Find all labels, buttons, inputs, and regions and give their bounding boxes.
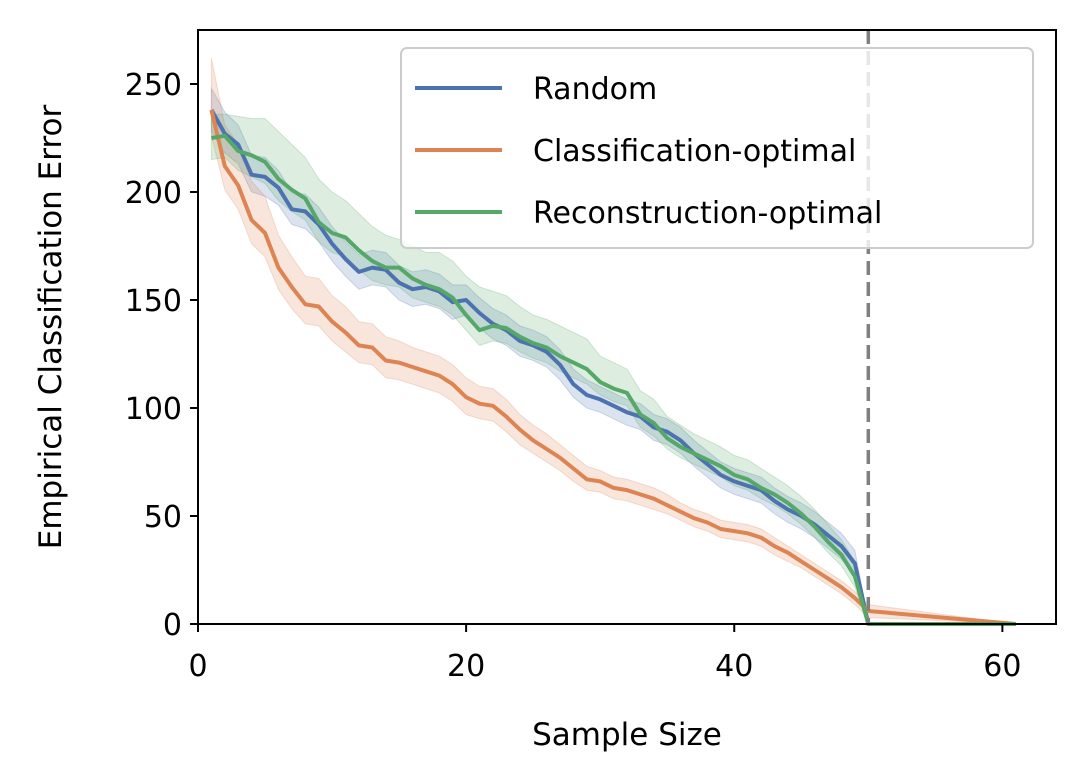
y-tick-label: 250: [125, 68, 182, 103]
y-axis-label: Empirical Classification Error: [33, 105, 69, 550]
y-tick-label: 50: [144, 500, 182, 535]
line-classification-optimal: [209, 109, 1016, 626]
line-reconstruction-optimal: [211, 133, 1016, 626]
x-tick-label: 0: [188, 649, 207, 684]
legend-label-random: Random: [533, 72, 657, 107]
series-lines: [209, 108, 1016, 626]
legend-label-reconstruction-optimal: Reconstruction-optimal: [533, 196, 882, 231]
x-axis-label: Sample Size: [532, 717, 722, 753]
y-tick-label: 0: [163, 608, 182, 643]
y-axis-ticks: 0 50 100 150 200 250: [125, 68, 198, 643]
x-axis-ticks: 0 20 40 60: [188, 624, 1021, 684]
y-tick-label: 100: [125, 392, 182, 427]
x-tick-label: 20: [447, 649, 485, 684]
y-tick-label: 150: [125, 284, 182, 319]
legend: Random Classification-optimal Reconstructi…: [400, 47, 1034, 249]
line-random: [209, 108, 1016, 626]
legend-label-classification-optimal: Classification-optimal: [533, 134, 856, 169]
x-tick-label: 60: [983, 649, 1021, 684]
band-classification-optimal: [210, 58, 1016, 625]
plot-frame: [197, 29, 1057, 625]
x-tick-label: 40: [715, 649, 753, 684]
y-tick-label: 200: [125, 176, 182, 211]
legend-box: [400, 47, 1034, 249]
